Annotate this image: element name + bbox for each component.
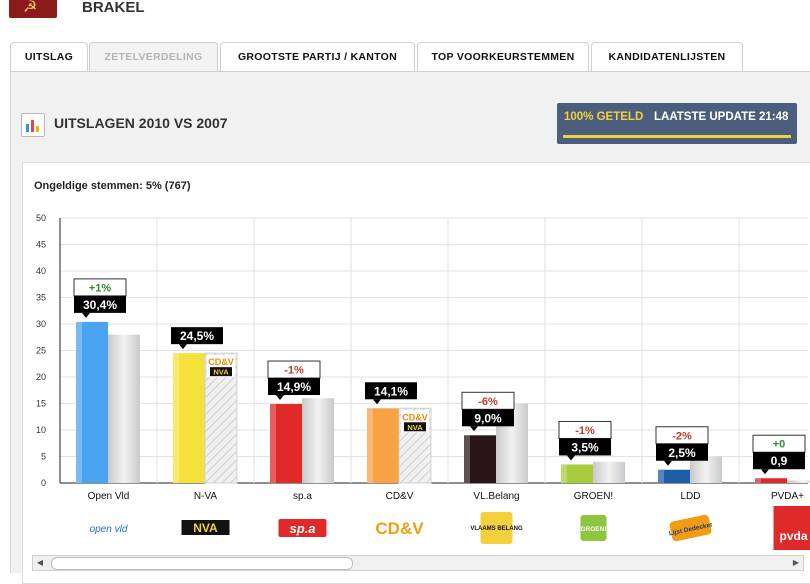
value-label: 9,0%: [474, 411, 502, 425]
bar-2010-highlight: [173, 353, 179, 483]
value-label: 0,9: [771, 454, 788, 468]
y-tick-label: 35: [36, 293, 46, 303]
category-label: N-VA: [194, 491, 217, 502]
spa-logo-text: sp.a: [289, 521, 315, 536]
value-label-pointer: [276, 395, 284, 400]
open-vld-logo-icon: open vld: [90, 524, 128, 535]
bar-2010-highlight: [561, 464, 567, 483]
nva-logo-text: NVA: [193, 521, 218, 535]
value-label-pointer: [470, 426, 478, 431]
bar-2010-highlight: [270, 404, 276, 483]
value-label-pointer: [179, 344, 187, 349]
cdv-logo-icon: CD&V: [375, 519, 424, 538]
value-label: 2,5%: [668, 446, 696, 460]
category-label: Open Vld: [88, 491, 130, 502]
delta-label: +1%: [89, 282, 112, 294]
category-label: VL.Belang: [473, 491, 519, 502]
scroll-thumb[interactable]: [51, 557, 353, 570]
scroll-left-arrow-icon[interactable]: ◀: [33, 556, 47, 570]
y-tick-label: 25: [36, 346, 46, 356]
delta-label: -1%: [575, 425, 595, 437]
bar-2010-highlight: [658, 470, 664, 483]
scroll-right-arrow-icon[interactable]: ▶: [789, 556, 803, 570]
y-tick-label: 15: [36, 399, 46, 409]
value-label-pointer: [664, 461, 672, 466]
delta-label: +0: [773, 439, 786, 451]
value-label: 14,1%: [374, 384, 408, 398]
value-label: 14,9%: [277, 380, 311, 394]
category-label: LDD: [680, 491, 700, 502]
bar-2010-highlight: [367, 408, 373, 483]
category-label: PVDA+: [771, 491, 804, 502]
y-tick-label: 40: [36, 266, 46, 276]
value-label-pointer: [761, 469, 769, 474]
y-tick-label: 30: [36, 319, 46, 329]
cartel-logo-nva-text: NVA: [213, 368, 229, 377]
groen-logo-text: GROEN!: [581, 526, 607, 533]
value-label-pointer: [567, 455, 575, 460]
chart-scrollbar[interactable]: ◀ ▶: [32, 555, 804, 571]
bar-2010-highlight: [755, 478, 761, 483]
bar-2007: [593, 462, 625, 483]
value-label: 3,5%: [571, 440, 599, 454]
pvda-logo-text: pvda: [779, 529, 807, 543]
value-label: 24,5%: [180, 329, 214, 343]
bar-2007: [787, 480, 810, 483]
y-tick-label: 10: [36, 425, 46, 435]
category-label: GROEN!: [574, 491, 613, 502]
y-tick-label: 20: [36, 372, 46, 382]
value-label-pointer: [82, 313, 90, 318]
bar-2007: [108, 335, 140, 483]
value-label: 30,4%: [83, 298, 117, 312]
cartel-logo-cdv-text: CD&V: [402, 412, 428, 422]
bar-2007: [302, 398, 334, 483]
y-tick-label: 50: [36, 213, 46, 223]
bar-2010-highlight: [76, 322, 82, 483]
vlaams-belang-logo-text: VLAAMS BELANG: [470, 526, 523, 532]
delta-label: -6%: [478, 396, 498, 408]
y-tick-label: 5: [41, 452, 46, 462]
category-label: sp.a: [293, 491, 312, 502]
cartel-logo-nva-text: NVA: [407, 423, 423, 432]
bar-2010-highlight: [464, 435, 470, 483]
pvda-logo-icon: [774, 506, 810, 550]
y-tick-label: 45: [36, 240, 46, 250]
y-tick-label: 0: [41, 478, 46, 488]
delta-label: -1%: [284, 365, 304, 377]
category-label: CD&V: [386, 491, 414, 502]
delta-label: -2%: [672, 430, 692, 442]
cartel-logo-cdv-text: CD&V: [208, 357, 234, 367]
